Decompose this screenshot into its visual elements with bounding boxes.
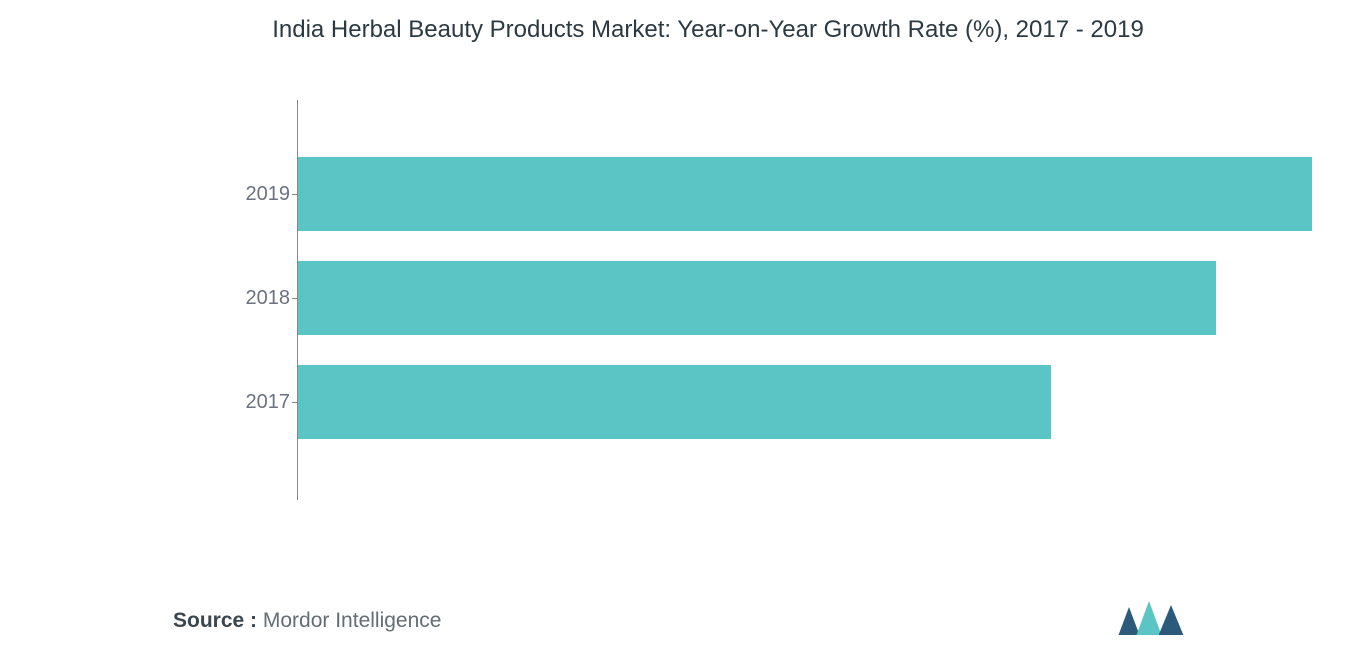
source-attribution: Source : Mordor Intelligence <box>173 609 441 633</box>
source-value: Mordor Intelligence <box>257 609 441 632</box>
chart-title: India Herbal Beauty Products Market: Yea… <box>0 16 1366 44</box>
y-axis-label: 2019 <box>240 183 290 206</box>
mordor-logo-icon <box>1117 599 1191 639</box>
bar-2018 <box>298 261 1216 335</box>
source-label: Source : <box>173 609 257 632</box>
y-axis-label: 2017 <box>240 391 290 414</box>
bar-2017 <box>298 365 1051 439</box>
bar-2019 <box>298 157 1312 231</box>
y-axis-label: 2018 <box>240 287 290 310</box>
chart-plot-area: 2019 2018 2017 <box>245 100 1312 500</box>
